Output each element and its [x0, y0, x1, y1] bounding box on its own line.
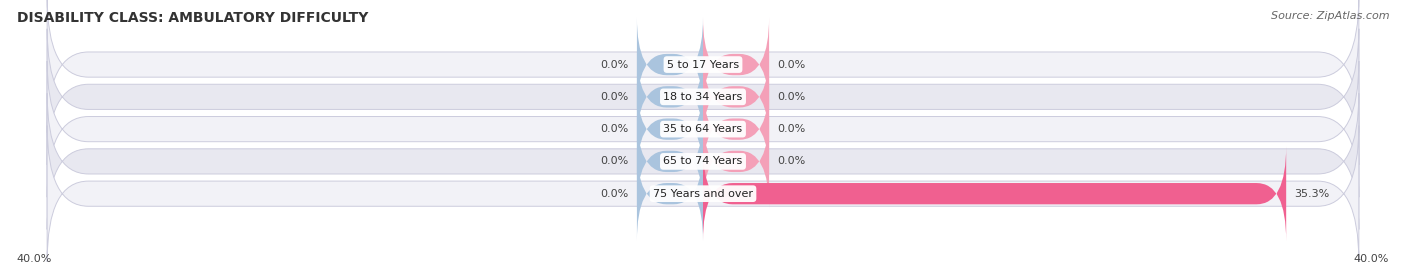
- FancyBboxPatch shape: [48, 126, 1358, 262]
- FancyBboxPatch shape: [637, 114, 703, 209]
- Text: 0.0%: 0.0%: [778, 59, 806, 70]
- Text: 0.0%: 0.0%: [600, 189, 628, 199]
- Text: 40.0%: 40.0%: [17, 254, 52, 264]
- FancyBboxPatch shape: [637, 17, 703, 112]
- Text: 40.0%: 40.0%: [1354, 254, 1389, 264]
- Text: 0.0%: 0.0%: [778, 156, 806, 167]
- Text: 0.0%: 0.0%: [600, 124, 628, 134]
- Text: 0.0%: 0.0%: [600, 92, 628, 102]
- Text: 0.0%: 0.0%: [600, 59, 628, 70]
- Text: 0.0%: 0.0%: [778, 124, 806, 134]
- Text: 65 to 74 Years: 65 to 74 Years: [664, 156, 742, 167]
- FancyBboxPatch shape: [637, 49, 703, 144]
- Text: 5 to 17 Years: 5 to 17 Years: [666, 59, 740, 70]
- FancyBboxPatch shape: [703, 146, 1286, 241]
- FancyBboxPatch shape: [703, 17, 769, 112]
- FancyBboxPatch shape: [637, 82, 703, 176]
- Text: 35.3%: 35.3%: [1295, 189, 1330, 199]
- Text: DISABILITY CLASS: AMBULATORY DIFFICULTY: DISABILITY CLASS: AMBULATORY DIFFICULTY: [17, 11, 368, 25]
- Text: 0.0%: 0.0%: [600, 156, 628, 167]
- FancyBboxPatch shape: [703, 114, 769, 209]
- Text: 75 Years and over: 75 Years and over: [652, 189, 754, 199]
- FancyBboxPatch shape: [48, 61, 1358, 197]
- FancyBboxPatch shape: [48, 93, 1358, 229]
- Text: 0.0%: 0.0%: [778, 92, 806, 102]
- FancyBboxPatch shape: [48, 29, 1358, 165]
- FancyBboxPatch shape: [703, 49, 769, 144]
- FancyBboxPatch shape: [48, 0, 1358, 133]
- FancyBboxPatch shape: [703, 82, 769, 176]
- Text: 18 to 34 Years: 18 to 34 Years: [664, 92, 742, 102]
- Text: Source: ZipAtlas.com: Source: ZipAtlas.com: [1271, 11, 1389, 21]
- FancyBboxPatch shape: [637, 146, 703, 241]
- Text: 35 to 64 Years: 35 to 64 Years: [664, 124, 742, 134]
